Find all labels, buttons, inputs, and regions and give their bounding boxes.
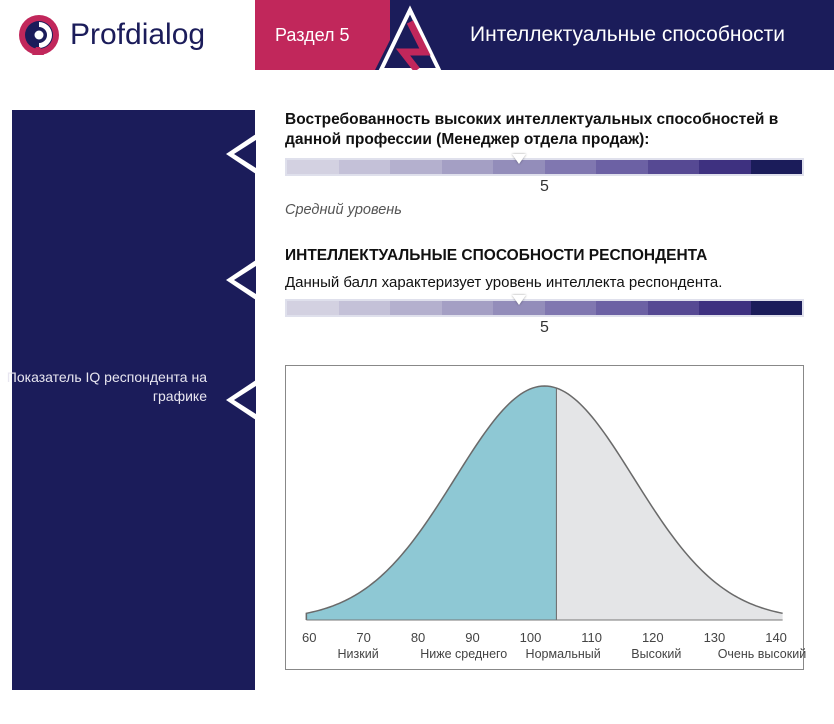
- scale-segment: [648, 301, 700, 315]
- logo-text: Profdialog: [70, 18, 205, 52]
- scale-segment: [596, 301, 648, 315]
- x-tick: 80: [411, 630, 425, 645]
- demand-block: Востребованность высоких интеллектуальны…: [285, 110, 804, 218]
- x-tick: 100: [520, 630, 542, 645]
- x-tick: 130: [704, 630, 726, 645]
- header: Profdialog Раздел 5 Интеллектуальные спо…: [0, 0, 834, 70]
- respondent-subtitle: Данный балл характеризует уровень интелл…: [285, 274, 804, 291]
- scale-segment: [699, 160, 751, 174]
- chart-x-categories: НизкийНиже среднегоНормальныйВысокийОчен…: [296, 647, 793, 665]
- logo: Profdialog: [0, 0, 255, 70]
- x-category: Ниже среднего: [420, 647, 507, 661]
- x-tick: 60: [302, 630, 316, 645]
- x-tick: 140: [765, 630, 787, 645]
- scale-segment: [545, 160, 597, 174]
- scale-segment: [287, 160, 339, 174]
- x-tick: 110: [581, 630, 602, 645]
- scale-segment: [390, 160, 442, 174]
- sidebar-caption: Показатель IQ респондента на графике: [0, 368, 207, 406]
- respondent-value: 5: [285, 319, 804, 337]
- scale-segment: [287, 301, 339, 315]
- scale-segment: [648, 160, 700, 174]
- section-icon: [375, 0, 445, 70]
- logo-icon: [18, 14, 60, 56]
- scale-segment: [545, 301, 597, 315]
- x-tick: 70: [356, 630, 370, 645]
- scale-segment: [442, 160, 494, 174]
- sidebar-pointer: [216, 134, 256, 174]
- chart-x-ticks: 60 70 80 90 100 110 120 130 140: [296, 630, 793, 645]
- sidebar: Показатель IQ респондента на графике: [0, 70, 255, 724]
- demand-title: Востребованность высоких интеллектуальны…: [285, 110, 804, 150]
- header-title: Интеллектуальные способности: [470, 23, 785, 47]
- respondent-scale: [285, 299, 804, 317]
- scale-segment: [339, 160, 391, 174]
- demand-value: 5: [285, 178, 804, 196]
- header-bar: Раздел 5 Интеллектуальные способности: [255, 0, 834, 70]
- x-tick: 90: [465, 630, 479, 645]
- scale-segment: [751, 160, 803, 174]
- x-category: Нормальный: [526, 647, 601, 661]
- x-category: Низкий: [338, 647, 379, 661]
- scale-segment: [390, 301, 442, 315]
- scale-segment: [339, 301, 391, 315]
- x-category: Высокий: [631, 647, 681, 661]
- x-category: Очень высокий: [718, 647, 806, 661]
- iq-chart: 60 70 80 90 100 110 120 130 140 Низкий Ниже средн…: [285, 365, 804, 670]
- content: Востребованность высоких интеллектуальны…: [255, 70, 834, 724]
- sidebar-pointer: [216, 380, 256, 420]
- sidebar-pointer: [216, 260, 256, 300]
- respondent-title: ИНТЕЛЛЕКТУАЛЬНЫЕ СПОСОБНОСТИ РЕСПОНДЕНТА: [285, 246, 804, 266]
- scale-segment: [699, 301, 751, 315]
- scale-segment: [751, 301, 803, 315]
- demand-scale: [285, 158, 804, 176]
- scale-marker: [512, 295, 526, 305]
- scale-marker: [512, 154, 526, 164]
- respondent-block: ИНТЕЛЛЕКТУАЛЬНЫЕ СПОСОБНОСТИ РЕСПОНДЕНТА…: [285, 246, 804, 337]
- scale-segment: [442, 301, 494, 315]
- demand-caption: Средний уровень: [285, 202, 804, 218]
- x-tick: 120: [642, 630, 664, 645]
- scale-segment: [596, 160, 648, 174]
- section-badge: Раздел 5: [255, 0, 390, 70]
